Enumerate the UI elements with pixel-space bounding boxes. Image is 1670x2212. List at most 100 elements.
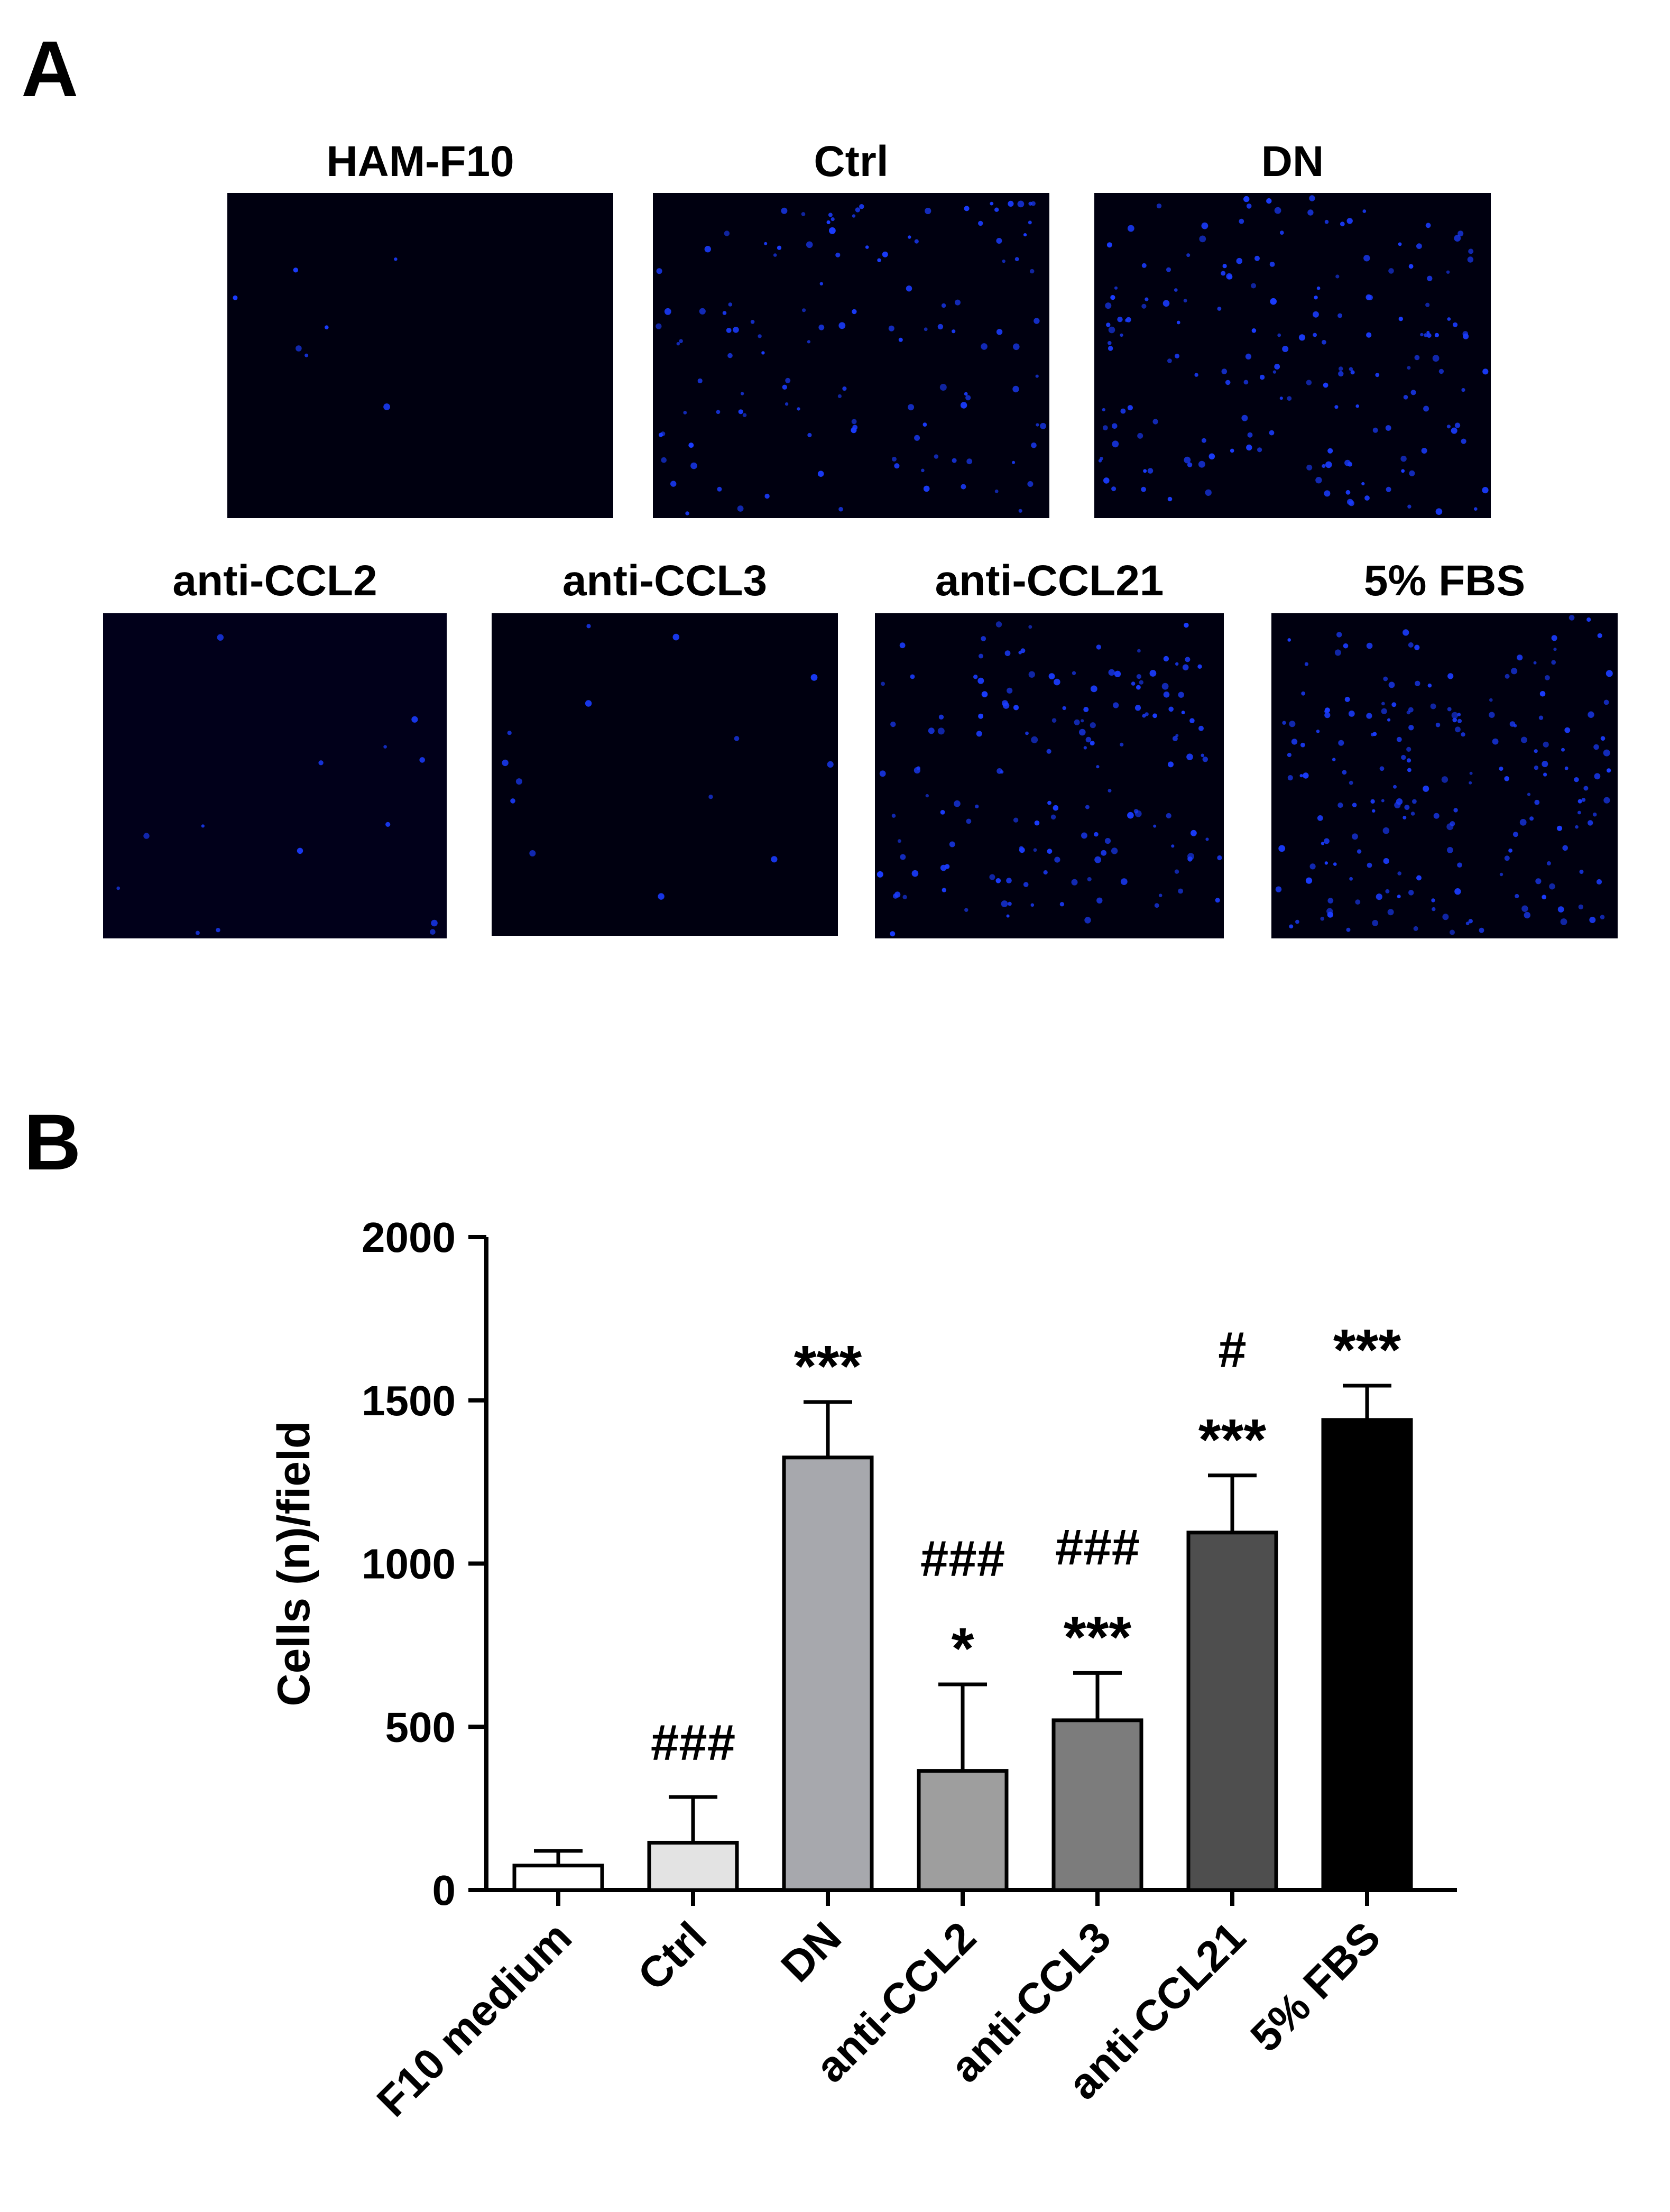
cell-nucleus bbox=[1433, 813, 1440, 819]
cell-nucleus bbox=[683, 411, 687, 414]
cell-nucleus bbox=[1404, 805, 1410, 810]
image-title-anti-ccl3: anti-CCL3 bbox=[562, 557, 768, 605]
cell-nucleus bbox=[1423, 785, 1429, 792]
cell-nucleus bbox=[1006, 878, 1012, 883]
cell-nucleus bbox=[1408, 890, 1414, 896]
cell-nucleus bbox=[704, 246, 711, 253]
cell-nucleus bbox=[1051, 718, 1057, 723]
cell-nucleus bbox=[1081, 719, 1084, 723]
cell-nucleus bbox=[1432, 355, 1440, 362]
cell-nucleus bbox=[1574, 777, 1579, 782]
cell-nucleus bbox=[1393, 785, 1397, 789]
cell-nucleus bbox=[1027, 481, 1034, 487]
cell-nucleus bbox=[672, 633, 680, 641]
cell-nucleus bbox=[940, 810, 945, 815]
cell-nucleus bbox=[1300, 742, 1305, 748]
cell-nucleus bbox=[1120, 333, 1123, 337]
cell-nucleus bbox=[1137, 649, 1141, 653]
cell-nucleus bbox=[911, 870, 919, 877]
cell-nucleus bbox=[1452, 717, 1457, 723]
cell-nucleus bbox=[1137, 432, 1143, 439]
cell-nucleus bbox=[1012, 385, 1019, 393]
cell-nucleus bbox=[1202, 757, 1208, 762]
cell-nucleus bbox=[1243, 380, 1249, 385]
cell-nucleus bbox=[1168, 761, 1174, 768]
cell-nucleus bbox=[1111, 847, 1118, 854]
cell-nucleus bbox=[1079, 729, 1086, 736]
cell-nucleus bbox=[1054, 856, 1060, 863]
cell-nucleus bbox=[990, 201, 994, 206]
cell-nucleus bbox=[954, 800, 961, 807]
cell-nucleus bbox=[1446, 823, 1454, 831]
cell-nucleus bbox=[1301, 691, 1306, 696]
cell-nucleus bbox=[851, 419, 857, 425]
cell-nucleus bbox=[1136, 685, 1141, 690]
cell-nucleus bbox=[1001, 900, 1008, 907]
cell-nucleus bbox=[882, 251, 888, 257]
cell-nucleus bbox=[1120, 878, 1128, 885]
cell-nucleus bbox=[1342, 770, 1347, 775]
cell-nucleus bbox=[835, 252, 841, 257]
cell-nucleus bbox=[1403, 395, 1408, 400]
cell-nucleus bbox=[1335, 274, 1340, 279]
cell-nucleus bbox=[806, 241, 813, 248]
cell-nucleus bbox=[898, 337, 903, 342]
cell-nucleus bbox=[1172, 736, 1178, 741]
cell-nucleus bbox=[697, 378, 703, 383]
cell-nucleus bbox=[1588, 820, 1593, 826]
cell-nucleus bbox=[1023, 233, 1027, 237]
cell-nucleus bbox=[964, 392, 968, 396]
cell-nucleus bbox=[1425, 223, 1431, 228]
cell-nucleus bbox=[1272, 370, 1277, 374]
cell-nucleus bbox=[1008, 200, 1014, 207]
cell-nucleus bbox=[1322, 464, 1326, 468]
cell-nucleus bbox=[1600, 915, 1605, 919]
cell-nucleus bbox=[1457, 713, 1461, 716]
cell-nucleus bbox=[1134, 705, 1141, 711]
cell-nucleus bbox=[1557, 906, 1564, 913]
cell-nucleus bbox=[797, 407, 800, 411]
cell-nucleus bbox=[1447, 673, 1454, 679]
image-title-5-fbs: 5% FBS bbox=[1363, 557, 1526, 605]
cell-nucleus bbox=[1198, 460, 1205, 468]
micrograph-ham-f10 bbox=[227, 193, 613, 518]
cell-nucleus bbox=[1489, 698, 1493, 702]
cell-nucleus bbox=[1366, 332, 1372, 338]
cell-nucleus bbox=[1427, 275, 1433, 281]
cell-nucleus bbox=[1410, 812, 1415, 816]
cell-nucleus bbox=[1306, 464, 1313, 471]
cell-nucleus bbox=[914, 239, 919, 244]
cell-nucleus bbox=[419, 757, 425, 763]
cell-nucleus bbox=[1305, 877, 1313, 884]
cell-nucleus bbox=[1450, 929, 1455, 935]
cell-nucleus bbox=[1457, 862, 1462, 868]
cell-nucleus bbox=[802, 308, 806, 312]
cell-nucleus bbox=[1028, 671, 1035, 678]
cell-nucleus bbox=[1208, 453, 1215, 460]
cell-nucleus bbox=[1551, 660, 1556, 665]
cell-nucleus bbox=[1046, 749, 1051, 754]
cell-nucleus bbox=[1534, 749, 1538, 753]
image-title-dn: DN bbox=[1261, 137, 1324, 186]
cell-nucleus bbox=[941, 303, 946, 308]
cell-nucleus bbox=[1435, 722, 1441, 727]
cell-nucleus bbox=[910, 674, 915, 679]
cell-nucleus bbox=[1187, 462, 1193, 467]
cell-nucleus bbox=[1542, 761, 1548, 768]
cell-nucleus bbox=[1013, 817, 1019, 823]
cell-nucleus bbox=[1408, 707, 1414, 713]
cell-nucleus bbox=[233, 295, 238, 300]
cell-nucleus bbox=[1427, 683, 1432, 688]
cell-nucleus bbox=[1322, 339, 1326, 345]
cell-nucleus bbox=[1492, 738, 1499, 745]
cell-nucleus bbox=[852, 214, 856, 218]
cell-nucleus bbox=[1365, 294, 1372, 300]
cell-nucleus bbox=[1451, 712, 1459, 719]
cell-nucleus bbox=[1018, 509, 1022, 513]
cell-nucleus bbox=[1461, 388, 1465, 392]
cell-nucleus bbox=[1014, 257, 1019, 261]
cell-nucleus bbox=[1090, 685, 1097, 693]
cell-nucleus bbox=[1299, 774, 1303, 778]
cell-nucleus bbox=[1222, 264, 1227, 269]
cell-nucleus bbox=[1270, 298, 1277, 305]
